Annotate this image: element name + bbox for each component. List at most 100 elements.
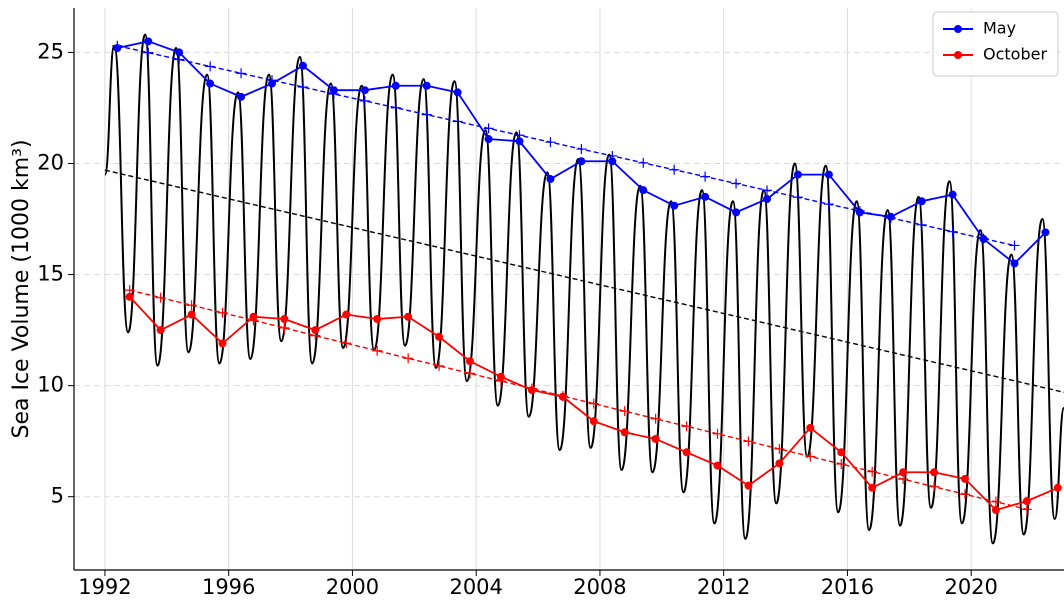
- trend-line: [103, 33, 1064, 545]
- data-point: [620, 428, 629, 437]
- trend-line: [129, 289, 1028, 511]
- data-point: [404, 312, 413, 321]
- data-point: [608, 157, 617, 166]
- trend-marker: [960, 489, 970, 500]
- trend-marker: [805, 451, 816, 462]
- trend-marker: [916, 219, 927, 230]
- plot-area: [103, 33, 1064, 545]
- data-point: [249, 312, 258, 321]
- data-point: [391, 81, 400, 90]
- data-point: [855, 208, 864, 217]
- data-point: [651, 434, 660, 443]
- data-point: [744, 481, 753, 490]
- trend-marker: [341, 338, 352, 349]
- data-point: [793, 170, 802, 179]
- trend-marker: [731, 178, 742, 189]
- ticks: 1992 1996 2000 2004 2008 2012 2016 2020 5 10 15 20 2…: [37, 39, 998, 599]
- data-point: [991, 506, 1000, 515]
- trend-line: [104, 169, 1064, 393]
- data-point: [837, 448, 846, 457]
- data-point: [453, 88, 462, 97]
- y-tick-label: 5: [51, 484, 64, 508]
- y-tick-label: 20: [37, 150, 64, 174]
- trend-marker: [681, 421, 692, 432]
- trend-marker: [638, 157, 649, 168]
- x-tick-label: 2008: [573, 575, 626, 599]
- data-point: [373, 314, 382, 323]
- trend-marker: [867, 466, 878, 477]
- trend-marker: [700, 171, 711, 182]
- legend-label: October: [983, 45, 1047, 64]
- trend-marker: [762, 185, 772, 196]
- data-point: [1053, 483, 1062, 492]
- data-point: [175, 48, 184, 57]
- data-point: [948, 190, 957, 199]
- trend-marker: [929, 481, 940, 492]
- trend-marker: [390, 102, 401, 113]
- data-point: [484, 135, 493, 144]
- legend-marker: [954, 51, 962, 59]
- data-point: [763, 195, 771, 204]
- trend-marker: [792, 192, 803, 203]
- data-point: [868, 483, 877, 492]
- data-point: [713, 461, 722, 470]
- trend-marker: [186, 300, 197, 311]
- trend-marker: [403, 353, 414, 364]
- data-point: [422, 81, 431, 90]
- x-tick-label: 2020: [944, 575, 997, 599]
- data-point: [701, 192, 710, 201]
- trend-marker: [452, 116, 463, 127]
- data-point: [218, 339, 227, 348]
- data-point: [886, 212, 895, 221]
- data-point: [280, 314, 289, 323]
- y-axis-label: Sea Ice Volume (1000 km³): [9, 139, 34, 438]
- trend-marker: [465, 368, 475, 379]
- x-tick-label: 2016: [821, 575, 874, 599]
- data-point: [546, 175, 555, 184]
- data-point: [113, 43, 122, 52]
- trend-marker: [372, 345, 383, 356]
- data-point: [1010, 259, 1019, 268]
- data-point: [329, 86, 338, 95]
- x-tick-label: 1992: [78, 575, 131, 599]
- data-point: [435, 332, 444, 341]
- data-point: [311, 326, 320, 335]
- trend-marker: [1009, 240, 1020, 251]
- data-point: [360, 86, 369, 95]
- data-point: [342, 310, 351, 319]
- data-point: [1022, 497, 1031, 506]
- data-point: [917, 197, 926, 206]
- data-point: [466, 357, 474, 366]
- data-point: [1041, 228, 1050, 237]
- data-point: [496, 372, 505, 381]
- data-point: [268, 79, 276, 88]
- data-point: [527, 386, 536, 395]
- trend-marker: [434, 360, 445, 371]
- trend-marker: [545, 137, 556, 148]
- trend-marker: [297, 82, 308, 93]
- trend-marker: [143, 47, 154, 58]
- trend-marker: [236, 68, 247, 79]
- y-tick-label: 10: [37, 373, 64, 397]
- data-point: [806, 423, 815, 432]
- data-point: [156, 326, 165, 335]
- trend-marker: [712, 428, 723, 439]
- trend-marker: [483, 123, 494, 134]
- x-tick-label: 2012: [697, 575, 750, 599]
- trend-marker: [990, 496, 1001, 507]
- data-point: [187, 310, 196, 319]
- data-point: [930, 468, 939, 477]
- data-point: [732, 208, 741, 217]
- data-point: [237, 92, 246, 101]
- trend-marker: [205, 61, 216, 72]
- trend-marker: [421, 109, 432, 120]
- data-point: [979, 235, 988, 244]
- trend-marker: [669, 164, 680, 175]
- x-tick-label: 2004: [449, 575, 502, 599]
- x-tick-label: 2000: [326, 575, 379, 599]
- legend: May October: [932, 11, 1059, 77]
- trend-marker: [619, 406, 630, 417]
- trend-marker: [1021, 504, 1032, 515]
- data-point: [515, 137, 524, 146]
